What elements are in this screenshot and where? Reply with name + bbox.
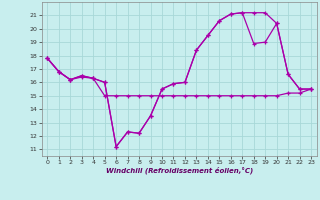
X-axis label: Windchill (Refroidissement éolien,°C): Windchill (Refroidissement éolien,°C)	[106, 167, 253, 174]
